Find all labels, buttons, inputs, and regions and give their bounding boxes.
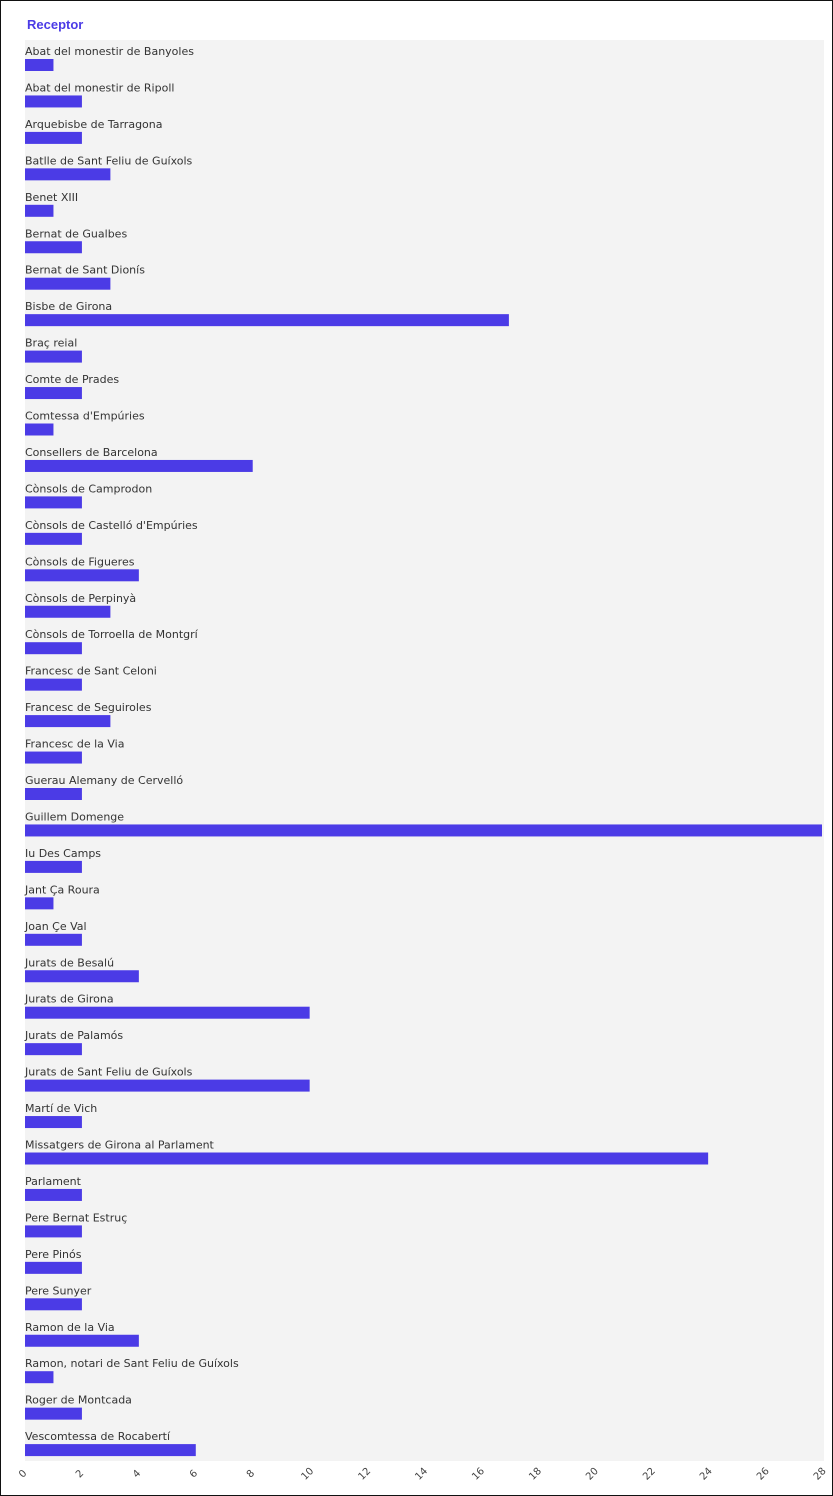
bar xyxy=(25,897,54,910)
bar xyxy=(25,496,82,509)
bar xyxy=(25,204,54,217)
x-tick-label: 8 xyxy=(245,1468,257,1480)
x-axis: 0 2 4 6 8 10 12 14 16 18 20 22 24 26 28 xyxy=(17,1466,829,1483)
x-tick-label: 20 xyxy=(584,1466,601,1483)
x-tick-label: 26 xyxy=(755,1466,772,1483)
bar xyxy=(25,751,82,764)
bar xyxy=(25,788,82,800)
bar-label: Cònsols de Camprodon xyxy=(25,482,152,495)
bar xyxy=(25,241,82,254)
bar xyxy=(25,350,82,363)
bar-label: Benet XIII xyxy=(25,191,78,204)
plot-area xyxy=(25,40,824,1461)
bar xyxy=(25,168,111,181)
bar-label: Consellers de Barcelona xyxy=(25,446,158,459)
bar xyxy=(25,277,111,290)
bar-label: Cònsols de Castelló d'Empúries xyxy=(25,519,198,532)
bar-label: Braç reial xyxy=(25,337,77,350)
bar-label: Arquebisbe de Tarragona xyxy=(25,118,163,131)
bar-label: Abat del monestir de Banyoles xyxy=(25,45,194,58)
bar xyxy=(25,642,82,655)
bar-label: Guillem Domenge xyxy=(25,810,124,823)
bar-label: Batlle de Sant Feliu de Guíxols xyxy=(25,154,193,167)
x-tick-label: 4 xyxy=(131,1468,143,1480)
bar xyxy=(25,131,82,144)
bar xyxy=(25,387,82,400)
x-tick-label: 14 xyxy=(413,1466,430,1483)
bar xyxy=(25,1043,82,1056)
bar-label: Jurats de Girona xyxy=(24,993,114,1006)
bar xyxy=(25,1188,82,1201)
bar-label: Missatgers de Girona al Parlament xyxy=(25,1139,215,1152)
x-tick-label: 22 xyxy=(641,1466,658,1483)
bar xyxy=(25,933,82,946)
bar xyxy=(25,423,54,436)
bar-label: Abat del monestir de Ripoll xyxy=(25,81,174,94)
bar-label: Jurats de Palamós xyxy=(24,1029,123,1042)
bar-label: Iu Des Camps xyxy=(25,847,101,860)
bar xyxy=(25,1152,709,1165)
bar xyxy=(25,459,253,472)
bar xyxy=(25,605,111,618)
bar-label: Jurats de Besalú xyxy=(24,956,114,969)
bar-label: Cònsols de Figueres xyxy=(25,555,135,568)
bar xyxy=(25,1079,310,1092)
bar-label: Ramon, notari de Sant Feliu de Guíxols xyxy=(25,1357,239,1370)
bar-label: Parlament xyxy=(25,1175,82,1188)
bar-label: Jurats de Sant Feliu de Guíxols xyxy=(24,1066,193,1079)
x-tick-label: 18 xyxy=(527,1466,544,1483)
x-tick-label: 12 xyxy=(356,1466,373,1483)
bar-label: Bernat de Gualbes xyxy=(25,227,127,240)
bar-label: Ramon de la Via xyxy=(25,1321,115,1334)
bar-label: Francesc de Seguiroles xyxy=(25,701,152,714)
x-tick-label: 28 xyxy=(812,1466,829,1483)
bar-label: Comte de Prades xyxy=(25,373,119,386)
bar xyxy=(25,1444,196,1457)
bar-label: Pere Bernat Estruç xyxy=(25,1211,127,1224)
bar-label: Vescomtessa de Rocabertí xyxy=(25,1430,171,1443)
bar xyxy=(25,824,822,837)
bar-label: Comtessa d'Empúries xyxy=(25,410,145,423)
x-tick-label: 2 xyxy=(74,1468,86,1480)
bar xyxy=(25,532,82,545)
bar xyxy=(25,1407,82,1420)
bar xyxy=(25,1334,139,1347)
bar-label: Bisbe de Girona xyxy=(25,300,112,313)
bar-label: Francesc de la Via xyxy=(25,738,124,751)
bar-label: Martí de Vich xyxy=(25,1102,97,1115)
bars-layer: Abat del monestir de Banyoles Abat del mo… xyxy=(24,45,822,1457)
x-tick-label: 6 xyxy=(188,1468,200,1480)
bar xyxy=(25,715,111,728)
bar-label: Jant Ça Roura xyxy=(24,883,100,896)
x-tick-label: 16 xyxy=(470,1466,487,1483)
bar xyxy=(25,1298,82,1311)
bar xyxy=(25,970,139,983)
bar xyxy=(25,569,139,582)
bar xyxy=(25,1261,82,1274)
chart-title: Receptor xyxy=(27,17,84,32)
bar-label: Bernat de Sant Dionís xyxy=(25,264,145,277)
bar-label: Cònsols de Perpinyà xyxy=(25,592,136,605)
bar xyxy=(25,1371,54,1384)
bar xyxy=(25,95,82,108)
bar-label: Guerau Alemany de Cervelló xyxy=(25,774,183,787)
x-tick-label: 10 xyxy=(299,1466,316,1483)
bar xyxy=(25,1225,82,1238)
bar xyxy=(25,314,509,327)
bar xyxy=(25,1116,82,1129)
bar xyxy=(25,59,54,71)
bar-label: Joan Çe Val xyxy=(24,920,87,933)
bar-label: Pere Sunyer xyxy=(25,1284,92,1297)
bar-label: Pere Pinós xyxy=(25,1248,82,1261)
bar-label: Cònsols de Torroella de Montgrí xyxy=(25,628,199,641)
x-tick-label: 24 xyxy=(698,1466,715,1483)
bar-label: Roger de Montcada xyxy=(25,1394,132,1407)
bar xyxy=(25,1006,310,1019)
x-tick-label: 0 xyxy=(17,1468,29,1480)
bar xyxy=(25,678,82,691)
bar-label: Francesc de Sant Celoni xyxy=(25,665,157,678)
bar xyxy=(25,860,82,873)
